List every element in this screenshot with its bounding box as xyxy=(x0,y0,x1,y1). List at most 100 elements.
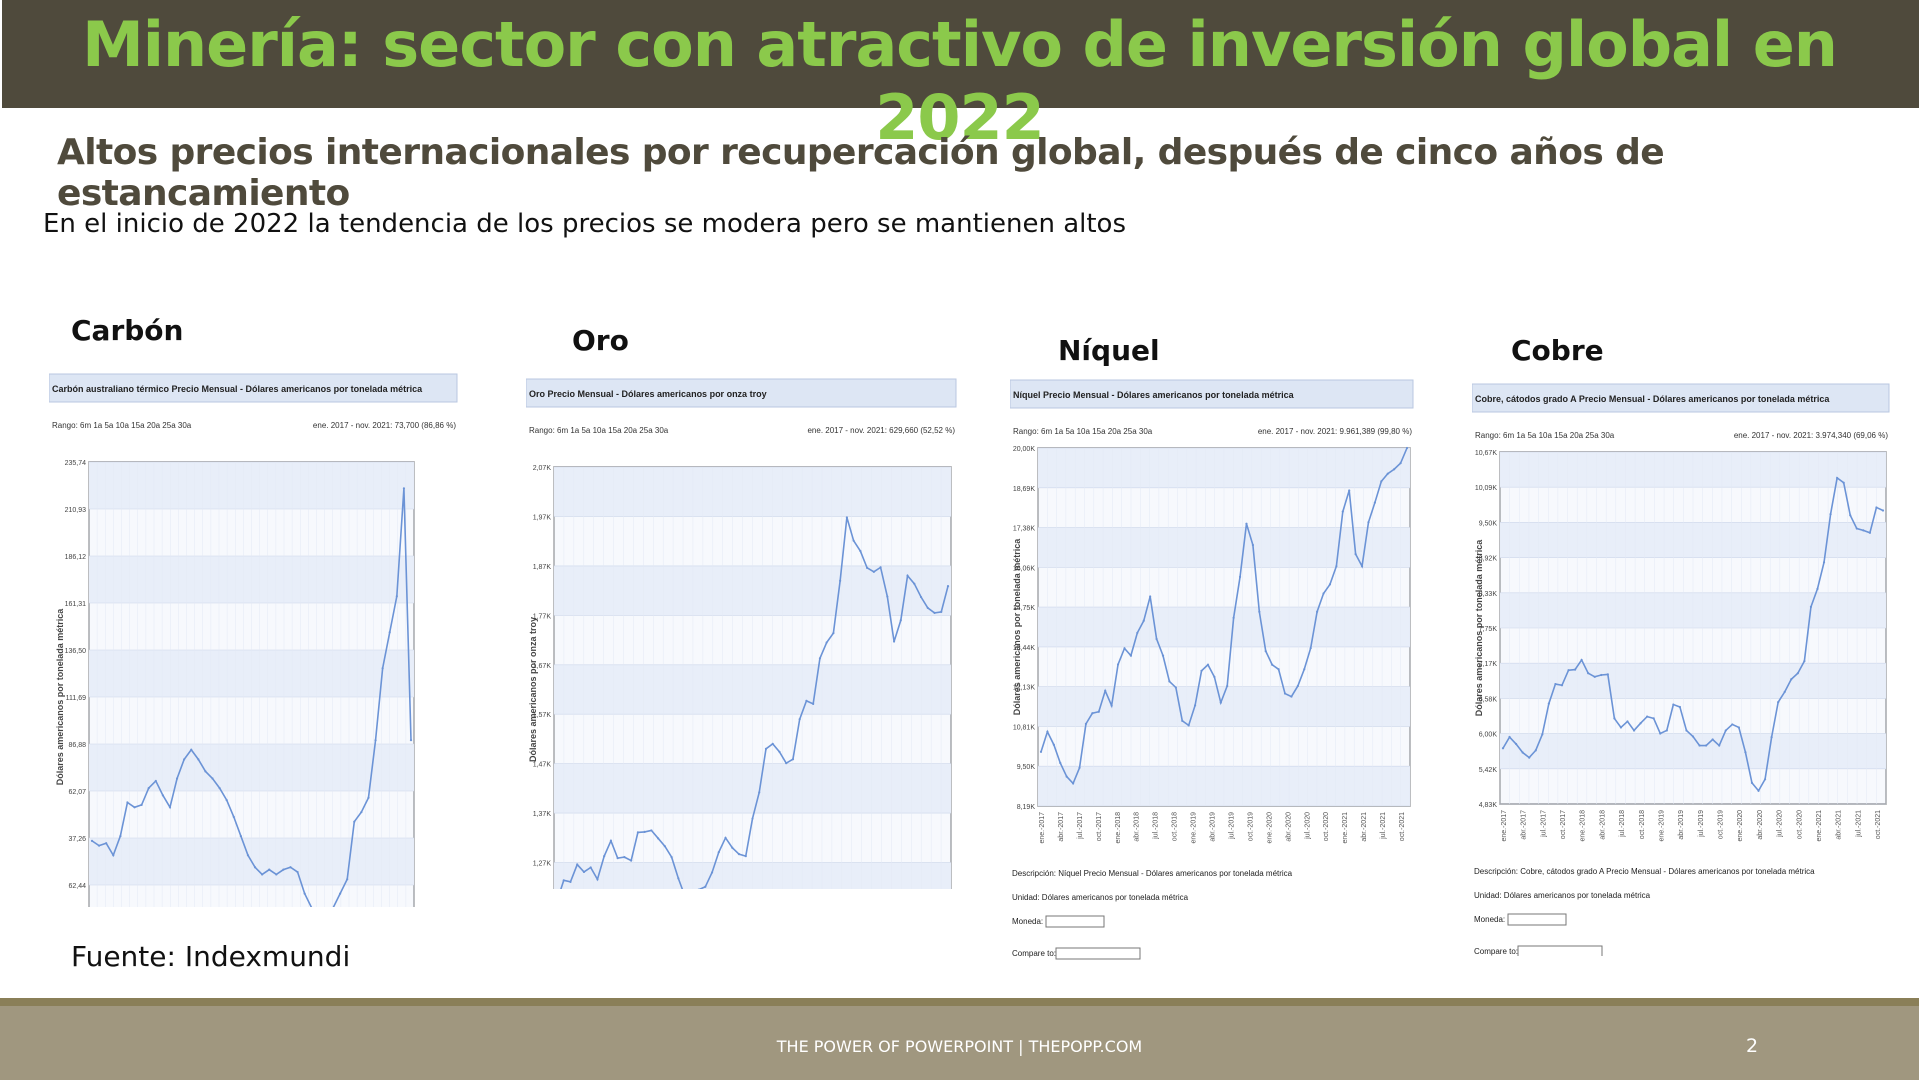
data-point xyxy=(852,539,855,542)
data-point xyxy=(1271,663,1274,666)
y-tick-label: 62,44 xyxy=(68,883,86,890)
data-point xyxy=(402,487,406,490)
x-tick-label: ene.-2018 xyxy=(1580,810,1587,842)
data-point xyxy=(1078,766,1081,769)
data-point xyxy=(1360,565,1364,568)
data-point xyxy=(1405,446,1409,450)
x-tick-label: jul.-2020 xyxy=(1777,810,1784,838)
data-point xyxy=(717,851,720,854)
x-tick-label: jul.-2021 xyxy=(1380,812,1387,840)
x-tick-label: jul.-2019 xyxy=(1228,812,1235,840)
data-point xyxy=(374,739,377,742)
data-point xyxy=(1770,735,1773,739)
data-point xyxy=(154,779,157,783)
data-point xyxy=(1528,756,1531,759)
y-tick-label: 161,31 xyxy=(65,601,87,608)
data-point xyxy=(1354,552,1357,556)
data-point xyxy=(616,857,619,860)
compare-text: Compare to: xyxy=(1012,949,1056,958)
data-point xyxy=(879,566,882,569)
data-point xyxy=(1678,705,1681,709)
data-point xyxy=(866,566,869,569)
data-point xyxy=(296,870,299,874)
data-point xyxy=(275,873,278,876)
y-tick-label: 16,06K xyxy=(1013,565,1036,572)
data-point xyxy=(140,803,143,807)
y-tick-label: 1,87K xyxy=(533,564,552,571)
data-point xyxy=(1322,592,1325,595)
chart-cobre: Cobre, cátodos grado A Precio Mensual - … xyxy=(1472,383,1890,956)
x-tick-label: ene.-2020 xyxy=(1737,810,1744,842)
chart-panel-niquel: Níquel Precio Mensual - Dólares american… xyxy=(1010,378,1415,963)
data-point xyxy=(630,859,633,862)
data-point xyxy=(926,606,929,610)
data-point xyxy=(771,742,774,745)
chart-panel-cobre: Cobre, cátodos grado A Precio Mensual - … xyxy=(1472,382,1891,956)
data-point xyxy=(1718,744,1721,747)
data-point xyxy=(569,880,572,883)
currency-text: Moneda: xyxy=(1012,917,1043,926)
data-point xyxy=(1652,717,1655,720)
data-point xyxy=(1626,720,1629,723)
data-point xyxy=(395,595,398,598)
y-tick-label: 10,09K xyxy=(1475,485,1498,492)
chart-carbon: Carbón australiano térmico Precio Mensua… xyxy=(49,373,458,907)
y-tick-label: 20,00K xyxy=(1013,446,1036,453)
footer-text: THE POWER OF POWERPOINT | THEPOPP.COM xyxy=(776,1037,1143,1056)
x-tick-label: oct.-2018 xyxy=(1172,812,1179,841)
data-point xyxy=(737,853,741,856)
y-tick-label: 13,44K xyxy=(1013,645,1036,652)
data-point xyxy=(906,574,909,577)
data-point xyxy=(1155,637,1158,641)
x-tick-label: jul.-2017 xyxy=(1540,810,1547,838)
data-point xyxy=(1200,669,1203,672)
y-tick-label: 6,58K xyxy=(1479,696,1498,703)
data-point xyxy=(1593,675,1596,678)
data-point xyxy=(1862,529,1865,532)
series-line xyxy=(1040,447,1408,785)
data-point xyxy=(562,879,565,882)
currency-select xyxy=(1507,913,1567,926)
y-tick-label: 5,42K xyxy=(1479,767,1498,774)
data-point xyxy=(670,856,673,859)
data-point xyxy=(1672,703,1675,706)
data-point xyxy=(724,836,727,839)
x-tick-label: ene.-2017 xyxy=(1501,810,1508,842)
data-point xyxy=(1187,724,1190,727)
data-point xyxy=(1757,789,1760,792)
data-point xyxy=(112,854,115,857)
data-point xyxy=(758,791,761,794)
data-point xyxy=(1309,646,1312,650)
x-tick-label: ene.-2018 xyxy=(1115,812,1122,844)
data-point xyxy=(1226,684,1229,688)
y-tick-label: 1,97K xyxy=(533,514,552,521)
data-point xyxy=(360,811,363,814)
data-point xyxy=(1836,476,1839,480)
data-point xyxy=(353,820,356,823)
x-tick-label: jul.-2018 xyxy=(1619,810,1626,838)
data-point xyxy=(1296,684,1299,688)
data-point xyxy=(175,777,179,780)
chart-label-oro: Oro xyxy=(572,324,629,357)
x-tick-label: abr.-2019 xyxy=(1210,812,1217,842)
chart-range-text: Rango: 6m 1a 5a 10a 15a 20a 25a 30a xyxy=(52,421,192,430)
data-point xyxy=(1213,675,1216,678)
y-tick-label: 136,50 xyxy=(65,648,87,655)
x-tick-label: ene.-2021 xyxy=(1816,810,1823,842)
data-point xyxy=(1232,616,1235,619)
y-tick-label: 1,77K xyxy=(533,613,552,620)
y-tick-label: 7,17K xyxy=(1479,661,1498,668)
data-point xyxy=(1875,506,1878,509)
x-tick-label: jul.-2020 xyxy=(1304,812,1311,840)
data-point xyxy=(367,796,370,799)
data-point xyxy=(1264,649,1267,653)
data-point xyxy=(409,739,413,742)
data-point xyxy=(1600,673,1603,677)
chart-label-cobre: Cobre xyxy=(1511,334,1604,367)
compare-text: Compare to: xyxy=(1474,947,1518,956)
desc-text: Descripción: Cobre, cátodos grado A Prec… xyxy=(1474,867,1815,876)
y-tick-label: 8,33K xyxy=(1479,591,1498,598)
data-point xyxy=(933,611,936,614)
data-point xyxy=(946,585,950,588)
data-point xyxy=(1849,514,1852,517)
